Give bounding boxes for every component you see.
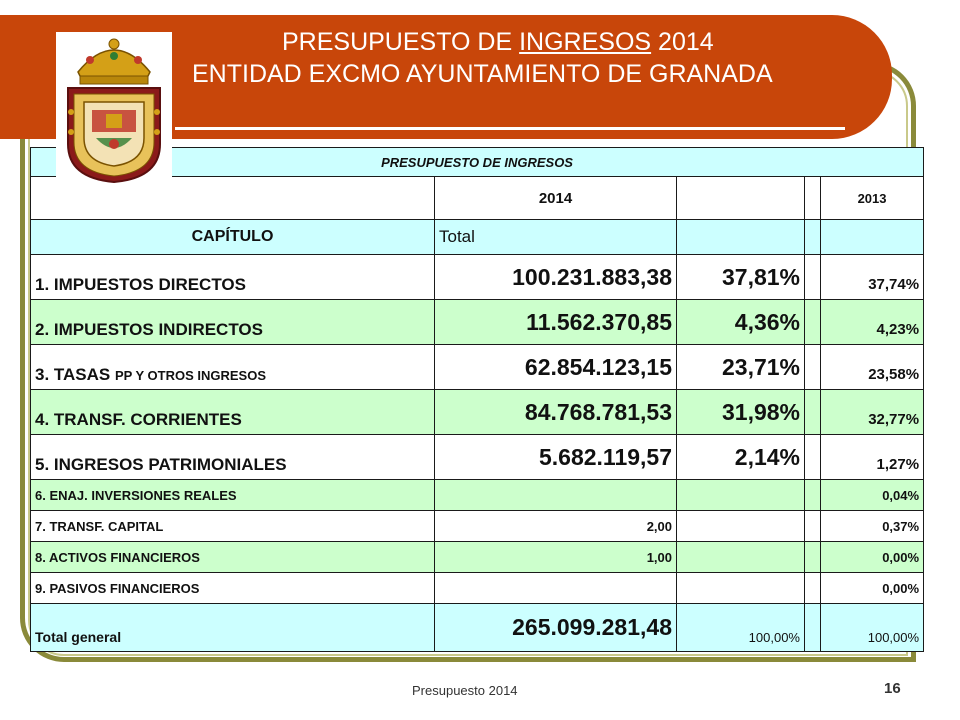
footer-text: Presupuesto 2014 — [412, 683, 518, 698]
row-amount: 2,00 — [434, 510, 677, 542]
col-total-header: Total — [434, 219, 677, 255]
title-prefix: PRESUPUESTO DE — [282, 28, 513, 56]
row-prev-percent: 37,74% — [819, 254, 925, 300]
row-percent: 4,36% — [676, 299, 805, 345]
row-label: 4. TRANSF. CORRIENTES — [30, 389, 435, 435]
banner-divider — [175, 127, 845, 130]
row-prev-percent: 0,00% — [819, 541, 925, 573]
row-percent — [676, 510, 805, 542]
slide-title: PRESUPUESTO DE INGRESOS 2014 — [282, 28, 714, 57]
row-amount — [434, 479, 677, 511]
row-prev-percent: 0,04% — [819, 479, 925, 511]
total-prev-percent: 100,00% — [819, 603, 925, 652]
table-row: 7. TRANSF. CAPITAL 2,00 0,37% — [30, 510, 925, 542]
row-prev-percent: 23,58% — [819, 344, 925, 390]
table-row: 2. IMPUESTOS INDIRECTOS 11.562.370,85 4,… — [30, 299, 925, 345]
title-highlight: INGRESOS — [519, 28, 652, 56]
total-percent: 100,00% — [676, 603, 805, 652]
table-row: 1. IMPUESTOS DIRECTOS 100.231.883,38 37,… — [30, 254, 925, 300]
row-label: 3. TASAS PP Y OTROS INGRESOS — [30, 344, 435, 390]
row-label: 9. PASIVOS FINANCIEROS — [30, 572, 435, 604]
total-amount: 265.099.281,48 — [434, 603, 677, 652]
page-number: 16 — [884, 680, 901, 697]
table-row: 5. INGRESOS PATRIMONIALES 5.682.119,57 2… — [30, 434, 925, 480]
row-label: 6. ENAJ. INVERSIONES REALES — [30, 479, 435, 511]
row-label: 1. IMPUESTOS DIRECTOS — [30, 254, 435, 300]
row-label: 8. ACTIVOS FINANCIEROS — [30, 541, 435, 573]
row-percent: 2,14% — [676, 434, 805, 480]
row-percent — [676, 572, 805, 604]
row-amount — [434, 572, 677, 604]
year-current: 2014 — [434, 176, 677, 220]
row-amount: 5.682.119,57 — [434, 434, 677, 480]
row-amount: 62.854.123,15 — [434, 344, 677, 390]
row-prev-percent: 4,23% — [819, 299, 925, 345]
year-row: 2014 2013 — [30, 176, 925, 220]
col-chapter-header: CAPÍTULO — [30, 219, 435, 255]
table-row: 6. ENAJ. INVERSIONES REALES 0,04% — [30, 479, 925, 511]
total-row: Total general 265.099.281,48 100,00% 100… — [30, 603, 925, 652]
row-amount: 100.231.883,38 — [434, 254, 677, 300]
row-amount: 1,00 — [434, 541, 677, 573]
row-prev-percent: 32,77% — [819, 389, 925, 435]
row-amount: 84.768.781,53 — [434, 389, 677, 435]
row-label: 7. TRANSF. CAPITAL — [30, 510, 435, 542]
row-prev-percent: 0,00% — [819, 572, 925, 604]
coat-of-arms-icon — [56, 32, 172, 186]
row-label-main: 3. TASAS — [35, 365, 111, 384]
slide-subtitle: ENTIDAD EXCMO AYUNTAMIENTO DE GRANADA — [192, 60, 773, 88]
table-row: 3. TASAS PP Y OTROS INGRESOS 62.854.123,… — [30, 344, 925, 390]
table-row: 8. ACTIVOS FINANCIEROS 1,00 0,00% — [30, 541, 925, 573]
row-prev-percent: 0,37% — [819, 510, 925, 542]
year-previous: 2013 — [819, 176, 925, 220]
row-percent — [676, 479, 805, 511]
row-label: 2. IMPUESTOS INDIRECTOS — [30, 299, 435, 345]
row-prev-percent: 1,27% — [819, 434, 925, 480]
table-row: 9. PASIVOS FINANCIEROS 0,00% — [30, 572, 925, 604]
row-percent — [676, 541, 805, 573]
budget-table: PRESUPUESTO DE INGRESOS 2014 2013 CAPÍTU… — [29, 147, 925, 652]
row-percent: 37,81% — [676, 254, 805, 300]
row-label: 5. INGRESOS PATRIMONIALES — [30, 434, 435, 480]
title-year: 2014 — [658, 28, 714, 56]
row-percent: 31,98% — [676, 389, 805, 435]
total-label: Total general — [30, 603, 435, 652]
row-amount: 11.562.370,85 — [434, 299, 677, 345]
row-label-small: PP Y OTROS INGRESOS — [115, 368, 266, 383]
table-row: 4. TRANSF. CORRIENTES 84.768.781,53 31,9… — [30, 389, 925, 435]
column-header-row: CAPÍTULO Total — [30, 219, 925, 255]
row-percent: 23,71% — [676, 344, 805, 390]
